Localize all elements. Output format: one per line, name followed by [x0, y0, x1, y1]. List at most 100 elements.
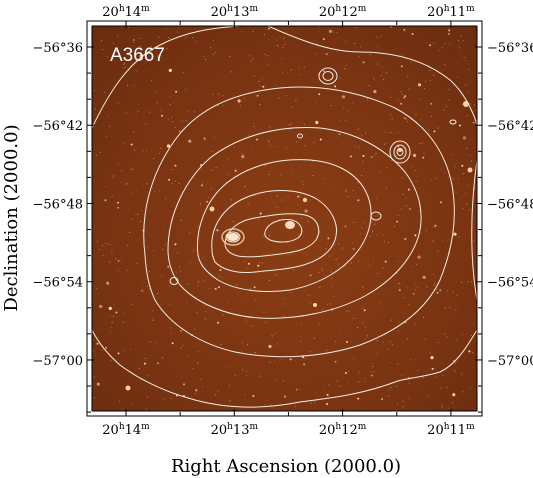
star [97, 241, 99, 243]
star [156, 102, 158, 104]
star [322, 38, 325, 41]
star [362, 160, 364, 162]
star [411, 165, 413, 168]
star [332, 189, 334, 192]
star [410, 266, 412, 268]
star [277, 206, 279, 208]
star [448, 407, 450, 409]
star [111, 327, 113, 329]
dec-tick-labels-left: −56°36 −56°42 −56°48 −56°54 −57°00 [33, 41, 83, 369]
star [466, 147, 468, 149]
star [458, 45, 460, 47]
star [149, 341, 151, 343]
star [384, 131, 386, 133]
star [327, 237, 330, 240]
star [431, 115, 433, 118]
star [180, 347, 182, 349]
star [158, 152, 160, 154]
star [203, 56, 205, 58]
star [391, 118, 393, 120]
star [309, 294, 311, 296]
star [115, 311, 118, 314]
star [376, 36, 378, 38]
star [136, 262, 138, 264]
star [286, 148, 288, 150]
star [445, 64, 447, 66]
star [264, 165, 266, 167]
star [276, 39, 278, 41]
star [459, 236, 461, 238]
star [437, 250, 439, 252]
star [253, 126, 255, 128]
star [376, 234, 378, 236]
star [241, 342, 243, 344]
star [350, 262, 352, 264]
star [170, 333, 172, 335]
star [468, 350, 470, 352]
star [234, 374, 236, 376]
star [469, 103, 471, 105]
star [447, 32, 450, 35]
star [332, 31, 334, 33]
star [386, 71, 388, 73]
star [376, 63, 378, 65]
star [300, 335, 302, 337]
bright-star [467, 167, 473, 173]
star [281, 199, 283, 201]
star [169, 285, 171, 287]
star [334, 360, 337, 363]
star [139, 37, 141, 40]
star [423, 152, 425, 154]
star [275, 84, 277, 87]
star [474, 110, 477, 112]
star [447, 176, 449, 178]
star [443, 109, 445, 111]
star [329, 303, 331, 305]
ra-tick-label: 20h11m [427, 4, 475, 20]
star [338, 330, 340, 332]
star [250, 60, 252, 62]
star [252, 30, 254, 33]
star [422, 377, 424, 379]
star [287, 196, 289, 198]
star [189, 232, 191, 234]
star [473, 240, 475, 242]
star [301, 181, 304, 183]
star [188, 111, 190, 113]
star [186, 283, 189, 285]
star [197, 285, 199, 287]
dec-tick-label: −56°54 [487, 276, 533, 291]
star [158, 36, 160, 38]
star [122, 349, 124, 351]
star [429, 44, 432, 47]
star [195, 389, 198, 392]
star [354, 145, 356, 147]
star [280, 174, 282, 176]
star [254, 194, 256, 196]
star [222, 104, 224, 106]
star [414, 323, 417, 326]
star [456, 294, 458, 296]
star [99, 248, 101, 250]
star [307, 294, 309, 297]
star [355, 27, 358, 29]
star [100, 327, 102, 329]
star [377, 45, 379, 47]
star [397, 145, 400, 148]
star [436, 291, 439, 294]
star [429, 79, 431, 81]
star [147, 245, 149, 247]
star [385, 142, 387, 144]
star [434, 368, 436, 370]
star [367, 98, 369, 100]
star [129, 232, 131, 234]
star [401, 177, 403, 179]
star [169, 37, 171, 40]
star [429, 352, 431, 354]
star [125, 112, 127, 114]
star [407, 76, 409, 78]
star [183, 383, 185, 386]
star [148, 271, 150, 273]
field-label: A3667 [110, 45, 165, 66]
bright-sources [125, 101, 473, 391]
